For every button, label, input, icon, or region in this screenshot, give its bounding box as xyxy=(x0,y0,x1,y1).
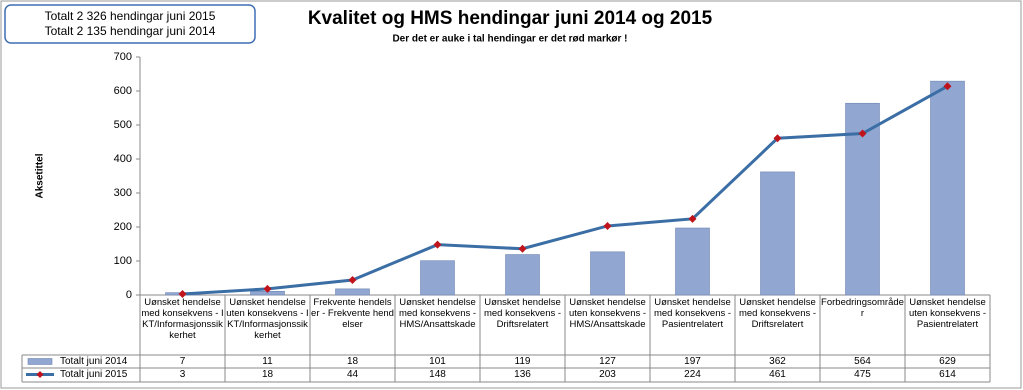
line xyxy=(182,84,949,296)
table-value: 11 xyxy=(262,356,273,367)
category-cell: Forbedringsområder xyxy=(821,297,904,319)
bar xyxy=(335,288,370,296)
category-cell: Uønsket hendelse med konsekvens - Drifts… xyxy=(483,297,562,330)
table-value: 18 xyxy=(262,369,274,380)
table-value: 7 xyxy=(180,356,186,367)
marker xyxy=(518,244,527,253)
y-tick-label: 100 xyxy=(114,255,132,267)
table-value: 461 xyxy=(769,369,786,380)
table-value: 564 xyxy=(854,356,871,367)
table-value: 3 xyxy=(180,369,186,380)
bar xyxy=(760,171,795,296)
bar xyxy=(930,80,965,296)
x-tick-label: Uønsket hendelse uten konsekvens - Pasie… xyxy=(908,297,987,330)
category-cell: Uønsket hendelse med konsekvens - HMS/An… xyxy=(398,297,477,330)
bar xyxy=(420,260,455,296)
legend-label: Totalt juni 2014 xyxy=(60,356,128,367)
x-tick-label: Uønsket hendelse med konsekvens - Drifts… xyxy=(483,297,562,330)
category-cell: Frekvente hendelser - Frekvente hendelse… xyxy=(311,297,394,330)
chart-title: Kvalitet og HMS hendingar juni 2014 og 2… xyxy=(308,8,713,29)
y-tick-label: 600 xyxy=(114,85,132,97)
legend-label: Totalt juni 2015 xyxy=(60,369,128,380)
x-tick-label: Frekvente hendelser - Frekvente hendelse… xyxy=(311,297,394,330)
marker xyxy=(178,289,187,298)
table-value: 475 xyxy=(854,369,871,380)
y-tick-label: 200 xyxy=(114,221,132,233)
info-line: Totalt 2 135 hendingar juni 2014 xyxy=(45,24,216,38)
category-cell: Uønsket hendelse med konsekvens - IKT/In… xyxy=(141,297,224,341)
category-cell: Uønsket hendelse med konsekvens - Drifts… xyxy=(738,297,817,330)
table-value: 119 xyxy=(515,356,531,367)
table-value: 629 xyxy=(939,356,956,367)
y-tick-label: 0 xyxy=(126,289,132,301)
table-value: 101 xyxy=(429,356,446,367)
legend-key xyxy=(36,371,44,378)
y-tick-label: 500 xyxy=(114,119,132,131)
chart-subtitle: Der det er auke i tal hendingar er det r… xyxy=(392,34,627,45)
category-cell: Uønsket hendelse uten konsekvens - HMS/A… xyxy=(568,297,647,330)
marker xyxy=(603,221,612,230)
marker xyxy=(348,276,357,285)
marker xyxy=(858,129,867,138)
y-tick-label: 300 xyxy=(114,187,132,199)
table-value: 362 xyxy=(769,356,786,367)
table-value: 197 xyxy=(684,356,701,367)
x-tick-label: Uønsket hendelse med konsekvens - Pasien… xyxy=(653,297,732,330)
info-box xyxy=(4,4,256,44)
info-line: Totalt 2 326 hendingar juni 2015 xyxy=(45,9,216,23)
table-value: 224 xyxy=(684,369,701,380)
marker xyxy=(943,82,952,91)
x-tick-label: Uønsket hendelse med konsekvens - HMS/An… xyxy=(398,297,477,330)
marker xyxy=(433,240,442,249)
category-cell: Uønsket hendelse med konsekvens - Pasien… xyxy=(653,297,732,330)
x-tick-label: Forbedringsområder xyxy=(821,297,904,319)
marker xyxy=(688,214,697,223)
bar xyxy=(675,227,710,296)
x-tick-label: Uønsket hendelse uten konsekvens - IKT/I… xyxy=(226,297,309,341)
bar xyxy=(590,251,625,296)
table-value: 44 xyxy=(347,369,359,380)
marker xyxy=(263,284,272,293)
table-value: 614 xyxy=(939,369,956,380)
y-tick-label: 400 xyxy=(114,153,132,165)
y-axis-label: Aksetittel xyxy=(35,153,46,198)
table-value: 136 xyxy=(514,369,531,380)
category-cell: Uønsket hendelse uten konsekvens - Pasie… xyxy=(908,297,987,330)
table-value: 203 xyxy=(599,369,616,380)
x-tick-label: Uønsket hendelse med konsekvens - IKT/In… xyxy=(141,297,224,341)
table-value: 18 xyxy=(347,356,359,367)
bar xyxy=(505,254,540,296)
legend-key xyxy=(27,358,53,365)
table-value: 127 xyxy=(599,356,616,367)
marker xyxy=(773,134,782,143)
x-tick-label: Uønsket hendelse med konsekvens - Drifts… xyxy=(738,297,817,330)
table-value: 148 xyxy=(429,369,446,380)
x-tick-label: Uønsket hendelse uten konsekvens - HMS/A… xyxy=(568,297,647,330)
category-cell: Uønsket hendelse uten konsekvens - IKT/I… xyxy=(226,297,309,341)
y-tick-label: 700 xyxy=(114,51,132,63)
